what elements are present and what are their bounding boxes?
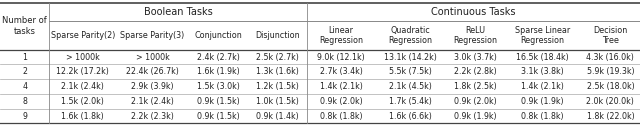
Text: 1.8k (22.0k): 1.8k (22.0k) — [586, 112, 634, 121]
Text: Sparse Parity(2): Sparse Parity(2) — [51, 31, 115, 40]
Text: > 1000k: > 1000k — [66, 53, 100, 62]
Text: Number of
tasks: Number of tasks — [2, 16, 47, 36]
Text: 1.8k (2.5k): 1.8k (2.5k) — [454, 82, 497, 91]
Text: > 1000k: > 1000k — [136, 53, 170, 62]
Text: 1.3k (1.6k): 1.3k (1.6k) — [256, 67, 299, 76]
Text: 1.6k (1.8k): 1.6k (1.8k) — [61, 112, 104, 121]
Text: 2.5k (18.0k): 2.5k (18.0k) — [586, 82, 634, 91]
Text: 2.4k (2.7k): 2.4k (2.7k) — [197, 53, 240, 62]
Text: 16.5k (18.4k): 16.5k (18.4k) — [516, 53, 569, 62]
Text: 9: 9 — [22, 112, 27, 121]
Text: 9.0k (12.1k): 9.0k (12.1k) — [317, 53, 365, 62]
Text: 0.8k (1.8k): 0.8k (1.8k) — [320, 112, 362, 121]
Text: Linear
Regression: Linear Regression — [319, 26, 363, 45]
Text: 0.9k (2.0k): 0.9k (2.0k) — [319, 97, 362, 106]
Text: 0.9k (1.9k): 0.9k (1.9k) — [522, 97, 564, 106]
Text: 22.4k (26.7k): 22.4k (26.7k) — [126, 67, 179, 76]
Text: 3.0k (3.7k): 3.0k (3.7k) — [454, 53, 497, 62]
Text: 1.0k (1.5k): 1.0k (1.5k) — [256, 97, 299, 106]
Text: 0.9k (1.5k): 0.9k (1.5k) — [197, 97, 240, 106]
Text: 2.5k (2.7k): 2.5k (2.7k) — [256, 53, 299, 62]
Text: 13.1k (14.2k): 13.1k (14.2k) — [383, 53, 436, 62]
Text: 2.9k (3.9k): 2.9k (3.9k) — [131, 82, 174, 91]
Text: Continuous Tasks: Continuous Tasks — [431, 7, 516, 17]
Text: 1.4k (2.1k): 1.4k (2.1k) — [522, 82, 564, 91]
Text: 3.1k (3.8k): 3.1k (3.8k) — [522, 67, 564, 76]
Text: 1.6k (1.9k): 1.6k (1.9k) — [197, 67, 240, 76]
Text: Decision
Tree: Decision Tree — [593, 26, 627, 45]
Text: 0.9k (2.0k): 0.9k (2.0k) — [454, 97, 497, 106]
Text: 2.1k (2.4k): 2.1k (2.4k) — [61, 82, 104, 91]
Text: 2.1k (2.4k): 2.1k (2.4k) — [131, 97, 174, 106]
Text: 5.9k (19.3k): 5.9k (19.3k) — [587, 67, 634, 76]
Text: Conjunction: Conjunction — [195, 31, 243, 40]
Text: 2.2k (2.3k): 2.2k (2.3k) — [131, 112, 174, 121]
Text: 2.7k (3.4k): 2.7k (3.4k) — [319, 67, 362, 76]
Text: 1.5k (3.0k): 1.5k (3.0k) — [197, 82, 240, 91]
Text: Sparse Parity(3): Sparse Parity(3) — [120, 31, 185, 40]
Text: 0.8k (1.8k): 0.8k (1.8k) — [522, 112, 564, 121]
Text: 0.9k (1.9k): 0.9k (1.9k) — [454, 112, 497, 121]
Text: 1.2k (1.5k): 1.2k (1.5k) — [256, 82, 299, 91]
Text: 2.2k (2.8k): 2.2k (2.8k) — [454, 67, 497, 76]
Text: 1.5k (2.0k): 1.5k (2.0k) — [61, 97, 104, 106]
Text: 1.6k (6.6k): 1.6k (6.6k) — [388, 112, 431, 121]
Text: Quadratic
Regression: Quadratic Regression — [388, 26, 432, 45]
Text: 4: 4 — [22, 82, 27, 91]
Text: 5.5k (7.5k): 5.5k (7.5k) — [388, 67, 431, 76]
Text: 2.0k (20.0k): 2.0k (20.0k) — [586, 97, 634, 106]
Text: 8: 8 — [22, 97, 27, 106]
Text: 0.9k (1.4k): 0.9k (1.4k) — [257, 112, 299, 121]
Text: 0.9k (1.5k): 0.9k (1.5k) — [197, 112, 240, 121]
Text: 1: 1 — [22, 53, 27, 62]
Text: Disjunction: Disjunction — [255, 31, 300, 40]
Text: 12.2k (17.2k): 12.2k (17.2k) — [56, 67, 109, 76]
Text: Boolean Tasks: Boolean Tasks — [144, 7, 212, 17]
Text: Sparse Linear
Regression: Sparse Linear Regression — [515, 26, 570, 45]
Text: 1.7k (5.4k): 1.7k (5.4k) — [388, 97, 431, 106]
Text: 1.4k (2.1k): 1.4k (2.1k) — [319, 82, 362, 91]
Text: 4.3k (16.0k): 4.3k (16.0k) — [586, 53, 634, 62]
Text: ReLU
Regression: ReLU Regression — [453, 26, 497, 45]
Text: 2.1k (4.5k): 2.1k (4.5k) — [388, 82, 431, 91]
Text: 2: 2 — [22, 67, 27, 76]
